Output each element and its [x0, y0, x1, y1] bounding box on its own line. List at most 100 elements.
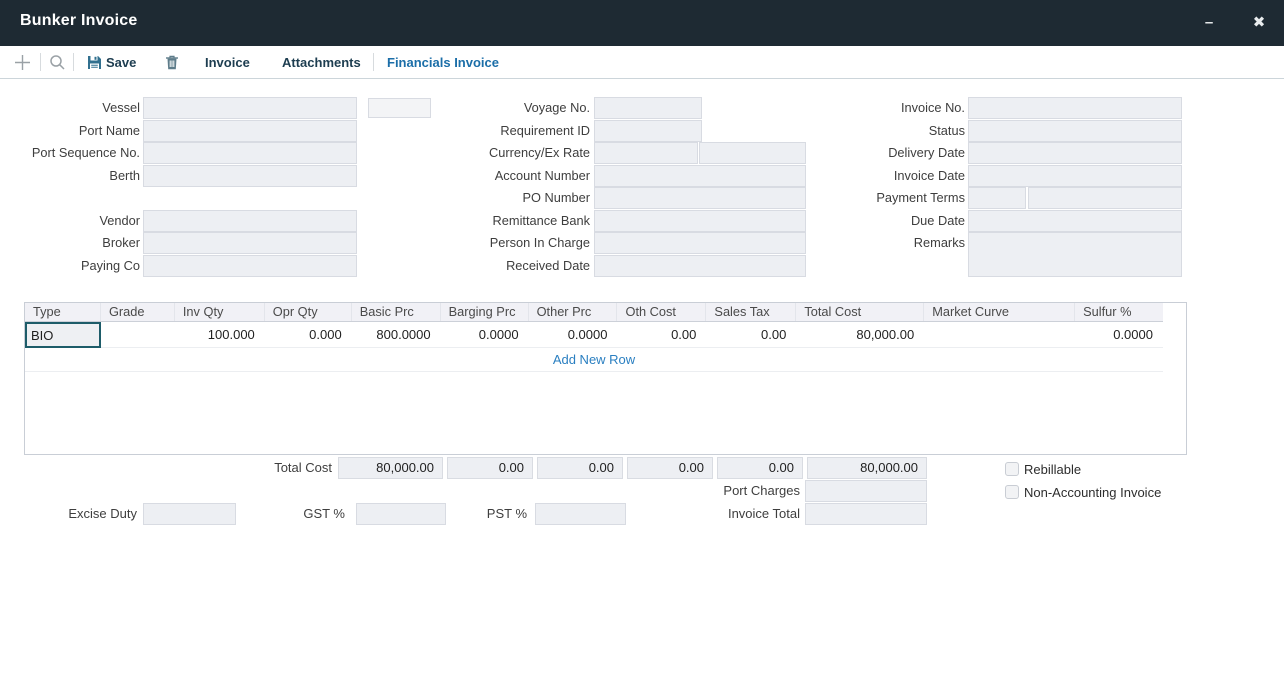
paying-co-field[interactable]	[143, 255, 357, 277]
total-basic-prc: 80,000.00	[338, 457, 443, 479]
remarks-field[interactable]	[968, 232, 1182, 277]
cell-total-cost[interactable]: 80,000.00	[856, 326, 915, 342]
delivery-date-field[interactable]	[968, 142, 1182, 164]
col-header-barging-prc[interactable]: Barging Prc	[441, 303, 529, 321]
po-number-field[interactable]	[594, 187, 806, 209]
invoice-no-field[interactable]	[968, 97, 1182, 119]
toolbar: Save Invoice Attachments Financials Invo…	[0, 46, 1284, 79]
total-other-prc: 0.00	[537, 457, 623, 479]
col-header-grade[interactable]: Grade	[101, 303, 175, 321]
invoice-no-label: Invoice No.	[900, 100, 965, 115]
search-button[interactable]	[47, 51, 67, 73]
excise-duty-label: Excise Duty	[68, 506, 137, 521]
non-accounting-invoice-checkbox[interactable]	[1005, 485, 1019, 499]
col-header-opr-qty[interactable]: Opr Qty	[265, 303, 352, 321]
invoice-total-field[interactable]	[805, 503, 927, 525]
menu-financials-invoice[interactable]: Financials Invoice	[387, 55, 499, 70]
add-icon	[14, 54, 31, 71]
total-sales-tax: 0.00	[717, 457, 803, 479]
non-accounting-invoice-checkbox-label[interactable]: Non-Accounting Invoice	[1024, 485, 1162, 500]
add-new-row-container: Add New Row	[25, 348, 1163, 372]
pst-label: PST %	[486, 506, 527, 521]
payment-terms-code-field[interactable]	[968, 187, 1026, 209]
person-in-charge-field[interactable]	[594, 232, 806, 254]
gst-field[interactable]	[356, 503, 446, 525]
account-number-label: Account Number	[494, 168, 590, 183]
gst-label: GST %	[303, 506, 345, 521]
remittance-bank-field[interactable]	[594, 210, 806, 232]
due-date-field[interactable]	[968, 210, 1182, 232]
save-button-label[interactable]: Save	[106, 55, 137, 70]
status-field[interactable]	[968, 120, 1182, 142]
vendor-field[interactable]	[143, 210, 357, 232]
cell-sulfur[interactable]: 0.0000	[1113, 326, 1153, 342]
broker-label: Broker	[102, 235, 140, 250]
currency-field[interactable]	[594, 142, 698, 164]
requirement-id-label: Requirement ID	[500, 123, 590, 138]
account-number-field[interactable]	[594, 165, 806, 187]
remarks-label: Remarks	[913, 235, 965, 250]
add-button[interactable]	[12, 51, 32, 73]
vendor-label: Vendor	[99, 213, 140, 228]
invoice-date-field[interactable]	[968, 165, 1182, 187]
ex-rate-field[interactable]	[699, 142, 806, 164]
delete-button[interactable]	[164, 51, 180, 73]
add-new-row-link[interactable]: Add New Row	[552, 352, 636, 367]
berth-field[interactable]	[143, 165, 357, 187]
col-header-other-prc[interactable]: Other Prc	[529, 303, 618, 321]
payment-terms-field[interactable]	[1028, 187, 1182, 209]
port-sequence-no-label: Port Sequence No.	[31, 145, 140, 160]
port-name-label: Port Name	[78, 123, 140, 138]
vessel-field[interactable]	[143, 97, 357, 119]
cell-other-prc[interactable]: 0.0000	[567, 326, 608, 342]
delivery-date-label: Delivery Date	[888, 145, 965, 160]
excise-duty-field[interactable]	[143, 503, 236, 525]
rebillable-checkbox[interactable]	[1005, 462, 1019, 476]
save-button[interactable]	[86, 51, 102, 73]
minimize-button[interactable]: –	[1204, 14, 1214, 31]
cell-barging-prc[interactable]: 0.0000	[478, 326, 519, 342]
cell-opr-qty[interactable]: 0.000	[309, 326, 342, 342]
col-header-sulfur[interactable]: Sulfur %	[1083, 304, 1132, 319]
broker-field[interactable]	[143, 232, 357, 254]
toolbar-separator	[40, 53, 41, 71]
line-items-grid: Type Grade Inv Qty Opr Qty Basic Prc Bar…	[24, 302, 1187, 455]
col-header-inv-qty[interactable]: Inv Qty	[175, 303, 265, 321]
voyage-no-label: Voyage No.	[523, 100, 590, 115]
cell-sales-tax[interactable]: 0.00	[761, 326, 787, 342]
status-label: Status	[928, 123, 965, 138]
received-date-label: Received Date	[506, 258, 590, 273]
requirement-id-field[interactable]	[594, 120, 702, 142]
col-header-sales-tax[interactable]: Sales Tax	[706, 303, 797, 321]
col-header-total-cost[interactable]: Total Cost	[796, 303, 925, 321]
col-header-type[interactable]: Type	[25, 303, 101, 321]
close-button[interactable]: ✖	[1252, 14, 1266, 31]
person-in-charge-label: Person In Charge	[489, 235, 590, 250]
vessel-code-field[interactable]	[368, 98, 431, 118]
col-header-market-curve[interactable]: Market Curve	[924, 303, 1076, 321]
currency-ex-rate-label: Currency/Ex Rate	[489, 145, 590, 160]
vessel-label: Vessel	[102, 100, 140, 115]
port-charges-field[interactable]	[805, 480, 927, 502]
col-header-basic-prc[interactable]: Basic Prc	[352, 303, 441, 321]
col-header-oth-cost[interactable]: Oth Cost	[617, 303, 707, 321]
received-date-field[interactable]	[594, 255, 806, 277]
menu-invoice[interactable]: Invoice	[205, 55, 250, 70]
pst-field[interactable]	[535, 503, 626, 525]
paying-co-label: Paying Co	[80, 258, 140, 273]
table-row: BIO 100.000 0.000 800.0000 0.0000 0.0000…	[25, 321, 1163, 348]
menu-attachments[interactable]: Attachments	[282, 55, 361, 70]
cell-oth-cost[interactable]: 0.00	[671, 326, 697, 342]
rebillable-checkbox-label[interactable]: Rebillable	[1024, 462, 1082, 477]
toolbar-separator	[73, 53, 74, 71]
port-sequence-no-field[interactable]	[143, 142, 357, 164]
title-bar: Bunker Invoice – ✖	[0, 0, 1284, 46]
cell-basic-prc[interactable]: 800.0000	[376, 326, 431, 342]
cell-type-selected[interactable]: BIO	[25, 321, 101, 348]
voyage-no-field[interactable]	[594, 97, 702, 119]
window-title: Bunker Invoice	[20, 12, 138, 29]
port-charges-label: Port Charges	[723, 483, 800, 498]
cell-inv-qty[interactable]: 100.000	[207, 326, 255, 342]
port-name-field[interactable]	[143, 120, 357, 142]
